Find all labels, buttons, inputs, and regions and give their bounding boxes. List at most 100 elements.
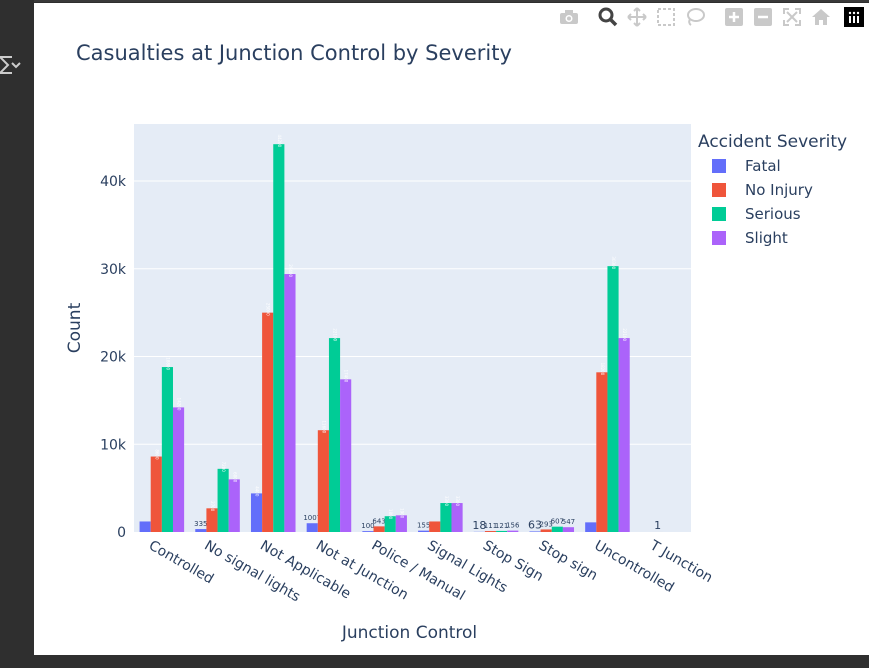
chart-canvas[interactable]: 010k20k30k40k86001880014200Controlled335… <box>34 3 869 655</box>
bar-outside-label: 607 <box>551 518 564 526</box>
bar-stop-sign-slight[interactable] <box>507 530 519 532</box>
bar-no-signal-lights-no-injury[interactable] <box>206 508 218 532</box>
bar-not-at-junction-fatal[interactable] <box>306 523 318 532</box>
bar-police-manual-slight[interactable] <box>395 515 407 532</box>
bar-value-label: 7200 <box>221 462 226 473</box>
bar-outside-label: 100 <box>361 522 374 530</box>
bar-outside-label: 156 <box>506 522 520 530</box>
bar-uncontrolled-serious[interactable] <box>607 266 619 532</box>
zoom-out-icon[interactable] <box>752 6 774 28</box>
y-tick-label: 40k <box>100 174 127 190</box>
reset-axes-icon[interactable] <box>810 6 832 28</box>
bar-not-applicable-no-injury[interactable] <box>262 312 274 532</box>
bar-no-signal-lights-slight[interactable] <box>228 479 240 532</box>
bar-signal-lights-serious[interactable] <box>440 503 452 532</box>
bar-uncontrolled-no-injury[interactable] <box>596 372 608 532</box>
plot-panel: 0 10k 20k 30k 40k 8600 18800 14200 Controlled 335… <box>34 3 869 655</box>
bar-uncontrolled-slight[interactable] <box>618 338 630 532</box>
bar-not-applicable-fatal[interactable] <box>250 493 263 532</box>
bar-stop-sign-no-injury[interactable] <box>484 531 497 532</box>
legend-label: Slight <box>745 229 788 247</box>
bar-value-label: 11600 <box>321 420 326 433</box>
modebar <box>551 5 869 29</box>
legend-label: No Injury <box>745 181 813 199</box>
bar-stop-sign-slight[interactable] <box>562 527 575 532</box>
bar-controlled-no-injury[interactable] <box>150 456 162 532</box>
bar-value-label: 3300 <box>455 496 460 507</box>
bar-outside-label: 63 <box>528 518 542 531</box>
zoom-icon[interactable] <box>597 6 619 28</box>
legend-item-serious[interactable]: Serious <box>712 205 801 223</box>
bar-value-label: 14200 <box>177 398 182 411</box>
bar-value-label: 18200 <box>600 363 605 376</box>
bar-outside-label: 111 <box>484 522 497 530</box>
bar-police-manual-no-injury[interactable] <box>373 526 385 532</box>
bar-value-label: 3300 <box>444 496 449 507</box>
expand-panel-icon[interactable] <box>0 52 22 78</box>
y-tick-label: 20k <box>100 350 127 366</box>
bar-uncontrolled-fatal[interactable] <box>585 522 597 532</box>
plotly-logo-icon[interactable] <box>844 7 864 27</box>
legend-item-fatal[interactable]: Fatal <box>712 157 781 175</box>
bar-value-label: 8600 <box>154 449 159 460</box>
legend-item-no-injury[interactable]: No Injury <box>712 181 813 199</box>
y-axis-title: Count <box>65 302 85 353</box>
bar-not-at-junction-slight[interactable] <box>340 379 352 532</box>
bar-outside-label: 121 <box>495 522 508 530</box>
x-axis-title: Junction Control <box>341 623 477 643</box>
y-tick-label: 10k <box>100 437 127 453</box>
legend-swatch <box>712 183 726 197</box>
bar-controlled-serious[interactable] <box>161 367 173 532</box>
bar-outside-label: 643 <box>372 517 385 525</box>
bar-value-label: 44200 <box>277 134 282 147</box>
bar-signal-lights-slight[interactable] <box>451 503 463 532</box>
legend-swatch <box>712 231 726 245</box>
bar-stop-sign-serious[interactable] <box>496 530 508 532</box>
bar-outside-label: 335 <box>194 520 207 528</box>
camera-icon[interactable] <box>558 6 580 28</box>
left-rail <box>0 0 34 668</box>
x-tick-label: No signal lights <box>202 538 303 606</box>
bar-stop-sign-fatal[interactable] <box>529 531 541 532</box>
bar-stop-sign-no-injury[interactable] <box>540 529 552 532</box>
bar-no-signal-lights-fatal[interactable] <box>195 529 207 532</box>
lasso-icon[interactable] <box>684 6 706 28</box>
bar-stop-sign-serious[interactable] <box>551 526 563 532</box>
bar-not-at-junction-serious[interactable] <box>328 338 341 532</box>
bar-value-label: 25000 <box>266 303 271 316</box>
bar-outside-label: 1007 <box>303 514 321 522</box>
box-select-icon[interactable] <box>655 6 677 28</box>
bar-outside-label: 547 <box>562 518 575 526</box>
bar-value-label: 1800 <box>388 509 393 520</box>
bar-value-label: 18800 <box>165 357 170 370</box>
legend-label: Serious <box>745 205 801 223</box>
bar-controlled-fatal[interactable] <box>139 521 151 532</box>
bar-outside-label: 1 <box>654 519 661 532</box>
x-tick-label: Police / Manual <box>369 538 468 604</box>
y-tick-label: 30k <box>100 262 127 278</box>
bar-controlled-slight[interactable] <box>172 407 185 532</box>
zoom-in-icon[interactable] <box>723 6 745 28</box>
bar-signal-lights-no-injury[interactable] <box>429 521 441 532</box>
bar-value-label: 6000 <box>232 472 237 483</box>
autoscale-icon[interactable] <box>781 6 803 28</box>
window-top-strip <box>0 0 869 2</box>
bar-value-label: 29400 <box>288 264 293 277</box>
bar-signal-lights-fatal[interactable] <box>418 530 430 532</box>
bar-value-label: 2700 <box>210 501 215 512</box>
bar-value-label: 1900 <box>399 508 404 519</box>
legend-item-slight[interactable]: Slight <box>712 229 788 247</box>
bar-not-applicable-serious[interactable] <box>273 144 285 532</box>
bar-outside-label: 293 <box>539 520 552 528</box>
bar-value-label: 30300 <box>611 256 616 269</box>
bar-not-at-junction-no-injury[interactable] <box>317 430 329 532</box>
bar-police-manual-fatal[interactable] <box>362 531 374 532</box>
pan-icon[interactable] <box>626 6 648 28</box>
bar-value-label: 4400 <box>255 486 260 497</box>
bar-value-label: 22100 <box>333 328 338 341</box>
bar-not-applicable-slight[interactable] <box>284 274 296 532</box>
bar-police-manual-serious[interactable] <box>384 516 396 532</box>
bar-no-signal-lights-serious[interactable] <box>217 468 229 532</box>
legend-label: Fatal <box>745 157 781 175</box>
x-tick-label: Not at Junction <box>313 538 411 604</box>
